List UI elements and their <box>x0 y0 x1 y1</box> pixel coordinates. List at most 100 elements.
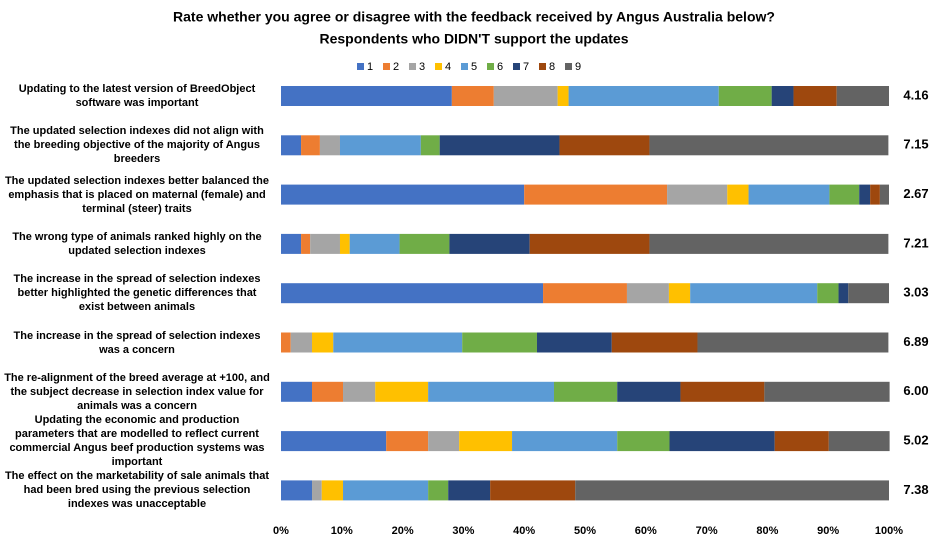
score-label: 4.16 <box>903 87 928 102</box>
legend-swatch <box>513 63 520 70</box>
bar-segment <box>667 184 728 205</box>
bar-segment <box>281 184 525 205</box>
bar-segment <box>817 283 839 304</box>
bar-segment <box>829 184 860 205</box>
bar-segment <box>529 233 650 254</box>
legend-label: 9 <box>575 61 581 73</box>
bar-segment <box>617 431 670 452</box>
legend-label: 1 <box>367 61 373 73</box>
category-label: The increase in the spread of selection … <box>13 329 261 356</box>
bar-segment <box>490 480 576 501</box>
legend-label: 3 <box>419 61 425 73</box>
category-label: Updating the economic and production par… <box>9 414 265 469</box>
bar-segment <box>321 480 344 501</box>
bar-segment <box>828 431 890 452</box>
score-label: 7.38 <box>903 482 928 497</box>
bar-segment <box>836 86 889 106</box>
bar-segment <box>375 381 429 402</box>
bar-segment <box>349 233 400 254</box>
bar-segment <box>399 233 450 254</box>
score-label: 7.21 <box>903 235 928 250</box>
bar-segment <box>848 283 889 304</box>
bar-segment <box>459 431 513 452</box>
category-label: The updated selection indexes did not al… <box>10 125 264 166</box>
bar-segment <box>386 431 429 452</box>
bar-segment <box>319 135 340 156</box>
bar-segment <box>428 480 449 501</box>
bar-segment <box>748 184 830 205</box>
bar-segment <box>281 332 291 353</box>
legend-swatch <box>565 63 572 70</box>
bar-segment <box>559 135 650 156</box>
bar-segment <box>718 86 772 106</box>
bar-segment <box>290 332 313 353</box>
bar-segment <box>343 381 376 402</box>
bar-segment <box>553 381 618 402</box>
x-tick-label: 70% <box>696 525 718 537</box>
chart-subtitle: Respondents who DIDN'T support the updat… <box>320 31 629 47</box>
x-tick-label: 60% <box>635 525 657 537</box>
score-label: 5.02 <box>903 433 928 448</box>
score-label: 6.89 <box>903 334 928 349</box>
category-label: The re-alignment of the breed average at… <box>4 371 270 412</box>
bar-segment <box>870 184 880 205</box>
legend-swatch <box>409 63 416 70</box>
bar-segment <box>451 86 494 106</box>
bar-segment <box>312 480 322 501</box>
bar-segment <box>428 381 554 402</box>
score-label: 2.67 <box>903 186 928 201</box>
x-tick-label: 90% <box>817 525 839 537</box>
x-tick-label: 20% <box>392 525 414 537</box>
legend-swatch <box>435 63 442 70</box>
x-tick-label: 50% <box>574 525 596 537</box>
legend-label: 7 <box>523 61 529 73</box>
bar-segment <box>838 283 849 304</box>
x-tick-label: 100% <box>875 525 903 537</box>
bar-segment <box>462 332 537 353</box>
bar-segment <box>879 184 889 205</box>
bar-segment <box>343 480 429 501</box>
chart-title: Rate whether you agree or disagree with … <box>173 9 775 25</box>
legend-swatch <box>487 63 494 70</box>
x-tick-label: 40% <box>513 525 535 537</box>
legend-label: 8 <box>549 61 555 73</box>
bar-segment <box>493 86 558 106</box>
bar-segment <box>727 184 749 205</box>
bar-segment <box>859 184 871 205</box>
bar-segment <box>281 381 313 402</box>
legend-swatch <box>461 63 468 70</box>
x-tick-label: 0% <box>273 525 289 537</box>
category-label: The effect on the marketability of sale … <box>4 470 270 511</box>
x-tick-label: 80% <box>756 525 778 537</box>
category-label: The wrong type of animals ranked highly … <box>12 230 262 257</box>
bar-segment <box>339 135 421 156</box>
bar-segment <box>333 332 463 353</box>
bar-segment <box>281 135 302 156</box>
bar-segment <box>568 86 719 106</box>
bar-segment <box>697 332 889 353</box>
bar-segment <box>611 332 698 353</box>
bar-segment <box>690 283 818 304</box>
bar-segment <box>281 431 387 452</box>
bar-segment <box>793 86 837 106</box>
bar-segment <box>764 381 890 402</box>
x-tick-label: 10% <box>331 525 353 537</box>
bar-segment <box>649 233 889 254</box>
legend-label: 6 <box>497 61 503 73</box>
category-label: The increase in the spread of selection … <box>13 273 261 314</box>
category-label: The updated selection indexes better bal… <box>4 174 270 215</box>
bar-segment <box>524 184 668 205</box>
bar-segment <box>575 480 889 501</box>
bar-segment <box>449 233 530 254</box>
bar-segment <box>680 381 765 402</box>
legend-label: 5 <box>471 61 477 73</box>
legend-label: 2 <box>393 61 399 73</box>
bar-segment <box>312 381 344 402</box>
bar-segment <box>649 135 889 156</box>
bar-segment <box>543 283 627 304</box>
legend-swatch <box>383 63 390 70</box>
bar-segment <box>281 233 302 254</box>
score-label: 6.00 <box>903 383 928 398</box>
bar-segment <box>512 431 618 452</box>
